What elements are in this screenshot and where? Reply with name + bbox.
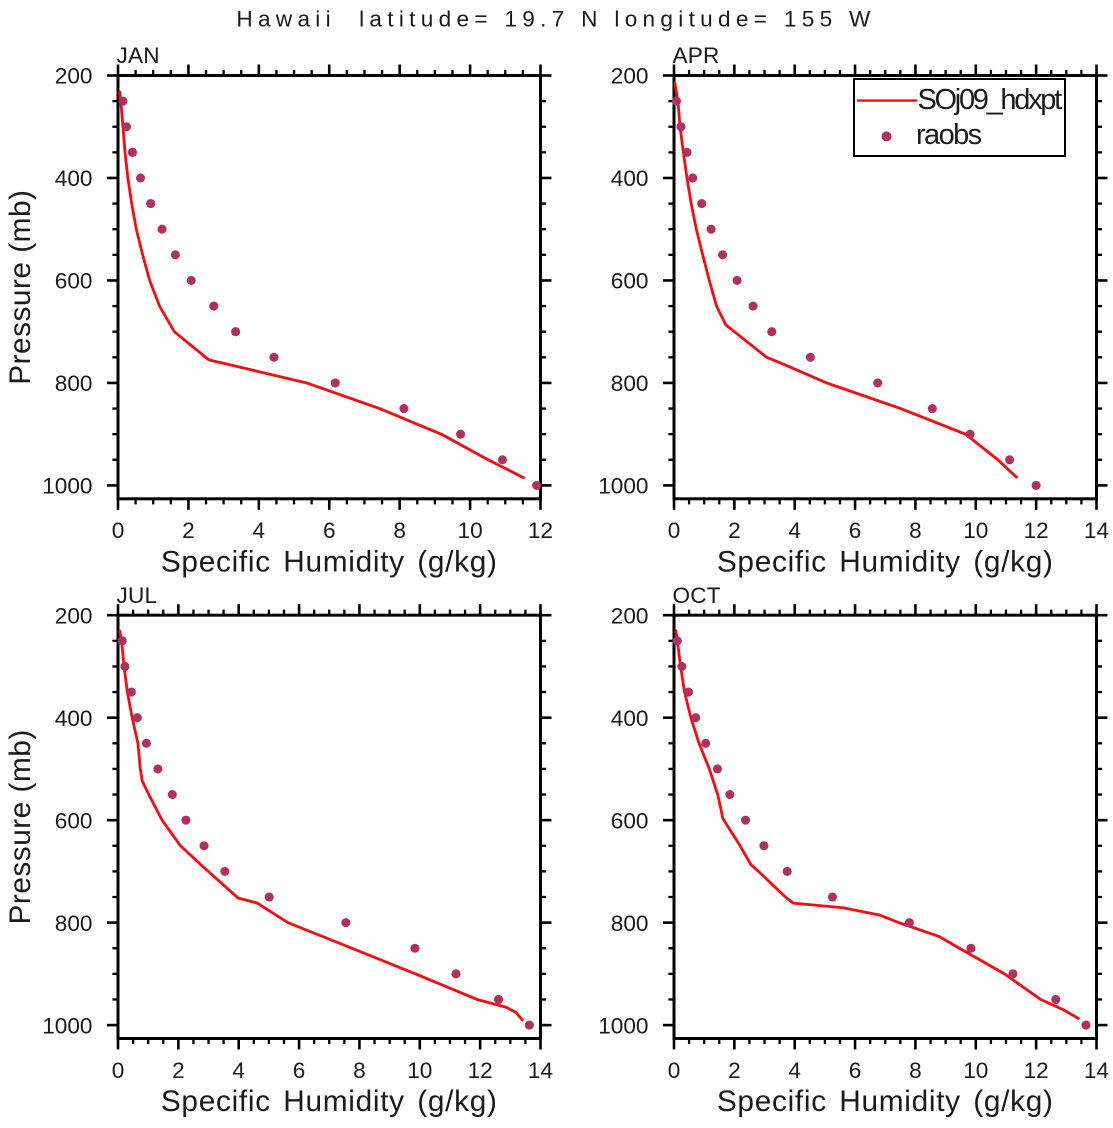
svg-text:Hawaii latitude= 19.7 N longi: Hawaii latitude= 19.7 N longitude= 155 W [236,7,875,32]
svg-text:Specific Humidity (g/kg): Specific Humidity (g/kg) [161,545,498,578]
svg-text:2: 2 [172,1058,185,1083]
svg-text:10: 10 [458,518,483,543]
svg-text:800: 800 [611,371,649,396]
svg-text:4: 4 [253,518,266,543]
svg-text:8: 8 [353,1058,366,1083]
svg-text:12: 12 [1024,518,1049,543]
svg-text:OCT: OCT [673,583,721,608]
svg-text:1000: 1000 [42,1013,92,1038]
svg-text:800: 800 [55,911,93,936]
svg-text:1000: 1000 [598,1013,648,1038]
svg-text:200: 200 [55,64,93,89]
svg-text:1000: 1000 [42,474,92,499]
svg-text:4: 4 [788,1058,801,1083]
svg-text:1000: 1000 [598,474,648,499]
svg-text:4: 4 [232,1058,245,1083]
svg-text:14: 14 [1084,1058,1109,1083]
svg-text:Specific Humidity (g/kg): Specific Humidity (g/kg) [717,545,1054,578]
svg-text:6: 6 [849,518,862,543]
svg-text:12: 12 [1024,1058,1049,1083]
svg-text:2: 2 [728,518,741,543]
svg-text:200: 200 [55,603,93,628]
svg-text:4: 4 [788,518,801,543]
svg-text:400: 400 [55,706,93,731]
svg-text:0: 0 [112,518,125,543]
svg-text:600: 600 [55,808,93,833]
svg-text:400: 400 [55,166,93,191]
svg-text:6: 6 [293,1058,306,1083]
svg-text:600: 600 [55,269,93,294]
svg-text:200: 200 [611,603,649,628]
svg-text:Specific Humidity (g/kg): Specific Humidity (g/kg) [717,1085,1054,1118]
svg-text:raobs: raobs [916,119,982,151]
svg-text:800: 800 [611,911,649,936]
svg-text:6: 6 [849,1058,862,1083]
svg-text:14: 14 [1084,518,1109,543]
svg-text:600: 600 [611,808,649,833]
svg-text:800: 800 [55,371,93,396]
svg-text:2: 2 [182,518,195,543]
svg-text:10: 10 [963,518,988,543]
svg-text:600: 600 [611,269,649,294]
svg-text:SOj09_hdxpt: SOj09_hdxpt [918,84,1063,116]
svg-text:0: 0 [112,1058,125,1083]
svg-text:Specific Humidity (g/kg): Specific Humidity (g/kg) [161,1085,498,1118]
svg-text:10: 10 [407,1058,432,1083]
svg-text:8: 8 [393,518,406,543]
svg-text:12: 12 [528,518,553,543]
svg-text:6: 6 [323,518,336,543]
svg-text:JAN: JAN [117,43,160,68]
svg-text:JUL: JUL [117,583,158,608]
svg-text:400: 400 [611,166,649,191]
svg-text:0: 0 [668,518,681,543]
svg-text:0: 0 [668,1058,681,1083]
svg-text:8: 8 [909,518,922,543]
svg-text:Pressure (mb): Pressure (mb) [4,190,37,385]
svg-text:Pressure (mb): Pressure (mb) [4,729,37,924]
svg-text:200: 200 [611,64,649,89]
svg-text:8: 8 [909,1058,922,1083]
svg-text:2: 2 [728,1058,741,1083]
svg-text:12: 12 [468,1058,493,1083]
svg-text:APR: APR [673,43,720,68]
svg-text:400: 400 [611,706,649,731]
svg-text:10: 10 [963,1058,988,1083]
svg-text:14: 14 [528,1058,553,1083]
